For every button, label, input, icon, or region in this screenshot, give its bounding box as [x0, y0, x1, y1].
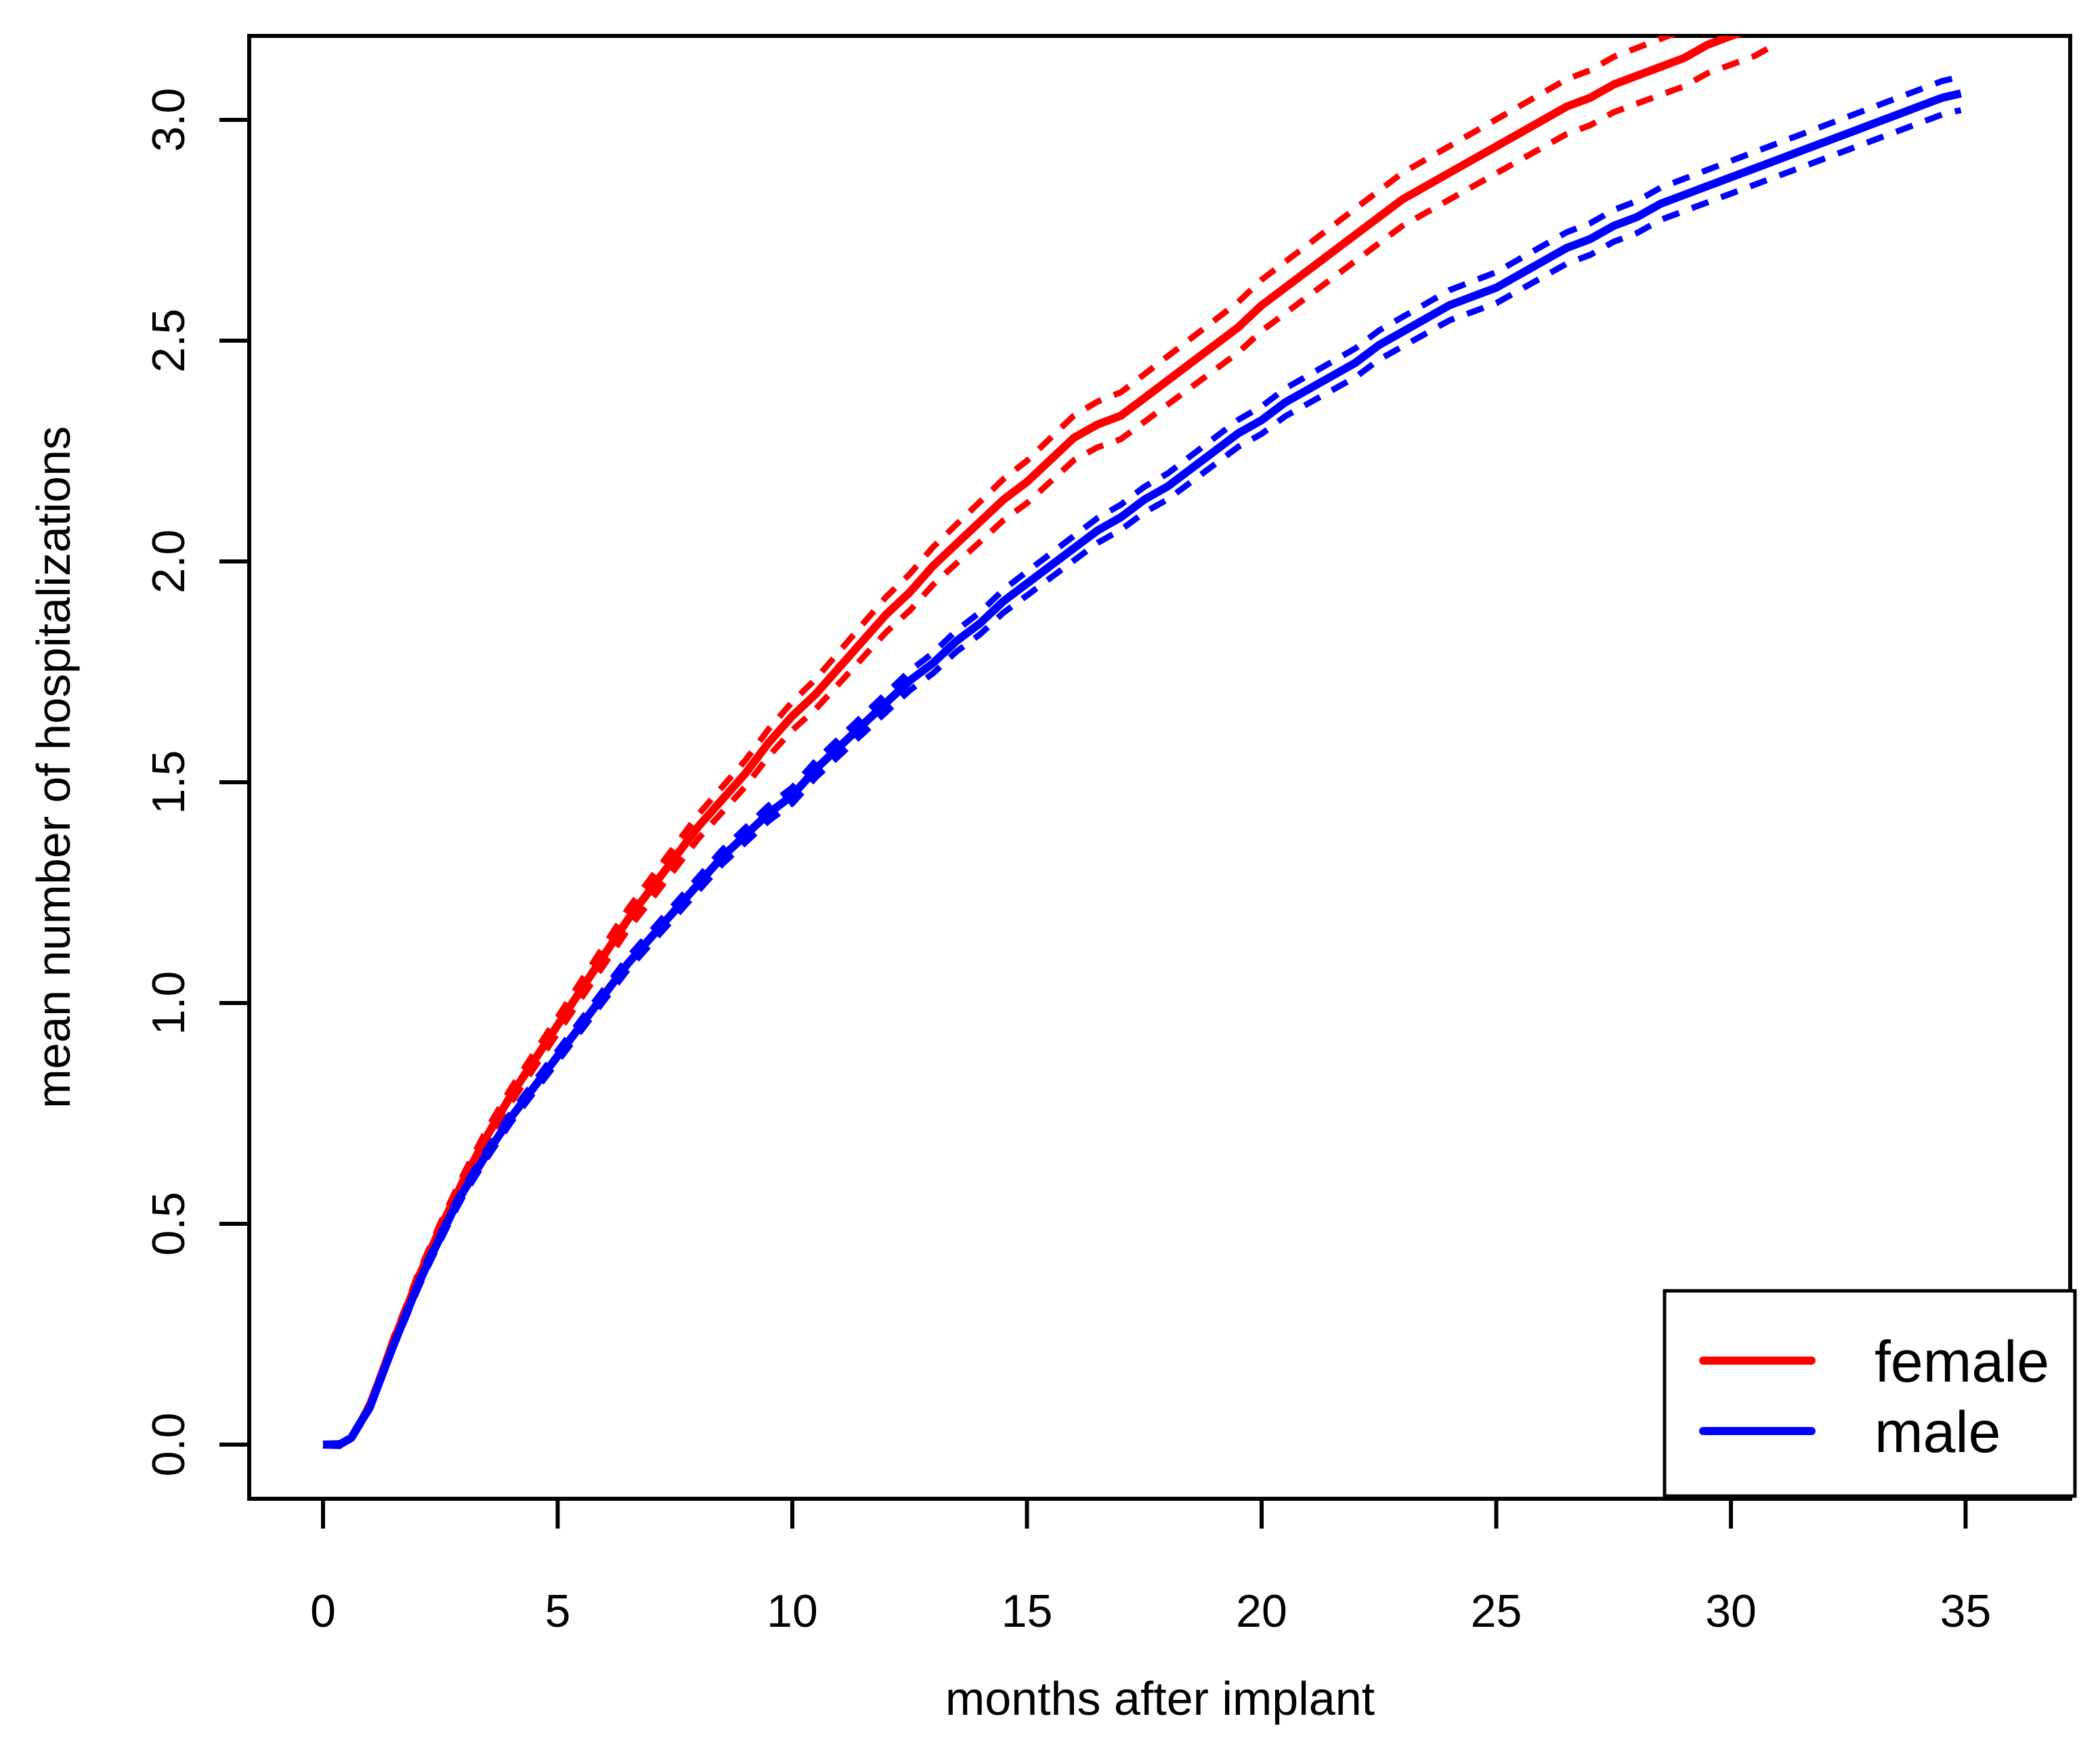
legend-border	[1663, 1289, 2077, 1498]
female-mean-line	[323, 36, 1743, 1449]
male-upper-ci-line	[322, 73, 1962, 1447]
y-tick-label: 2.0	[143, 530, 194, 594]
x-tick-label: 25	[1471, 1585, 1522, 1637]
x-axis-title: months after implant	[945, 1672, 1375, 1725]
male-mean-line	[323, 89, 1962, 1449]
y-tick-label: 3.0	[143, 88, 194, 152]
female-upper-ci-line	[322, 36, 1677, 1447]
series-female	[322, 36, 1780, 1449]
x-tick-label: 30	[1705, 1585, 1757, 1637]
legend-label-female: female	[1874, 1329, 2049, 1394]
legend-label-male: male	[1874, 1400, 2000, 1465]
x-tick-label: 5	[545, 1585, 571, 1637]
y-axis-title: mean number of hospitalizations	[27, 426, 80, 1109]
x-tick-label: 0	[310, 1585, 336, 1637]
series-male	[322, 73, 1962, 1449]
x-tick-label: 15	[1002, 1585, 1053, 1637]
y-tick-label: 2.5	[143, 309, 194, 373]
plot-border-box	[247, 34, 2072, 1501]
y-axis: 0.0 0.5 1.0 1.5 2.0 2.5 3.0	[143, 88, 249, 1477]
y-tick-label: 0.5	[143, 1192, 194, 1256]
y-tick-label: 1.5	[143, 750, 194, 815]
x-tick-label: 20	[1236, 1585, 1287, 1637]
y-tick-label: 1.0	[143, 971, 194, 1036]
x-tick-label: 35	[1940, 1585, 1992, 1637]
data-curves	[322, 36, 1962, 1449]
male-lower-ci-line	[322, 107, 1962, 1449]
x-axis: 0 5 10 15 20 25 30 35	[310, 1499, 1991, 1637]
legend-box: female male	[1663, 1289, 2077, 1498]
y-tick-label: 0.0	[143, 1413, 194, 1477]
x-tick-label: 10	[767, 1585, 818, 1637]
